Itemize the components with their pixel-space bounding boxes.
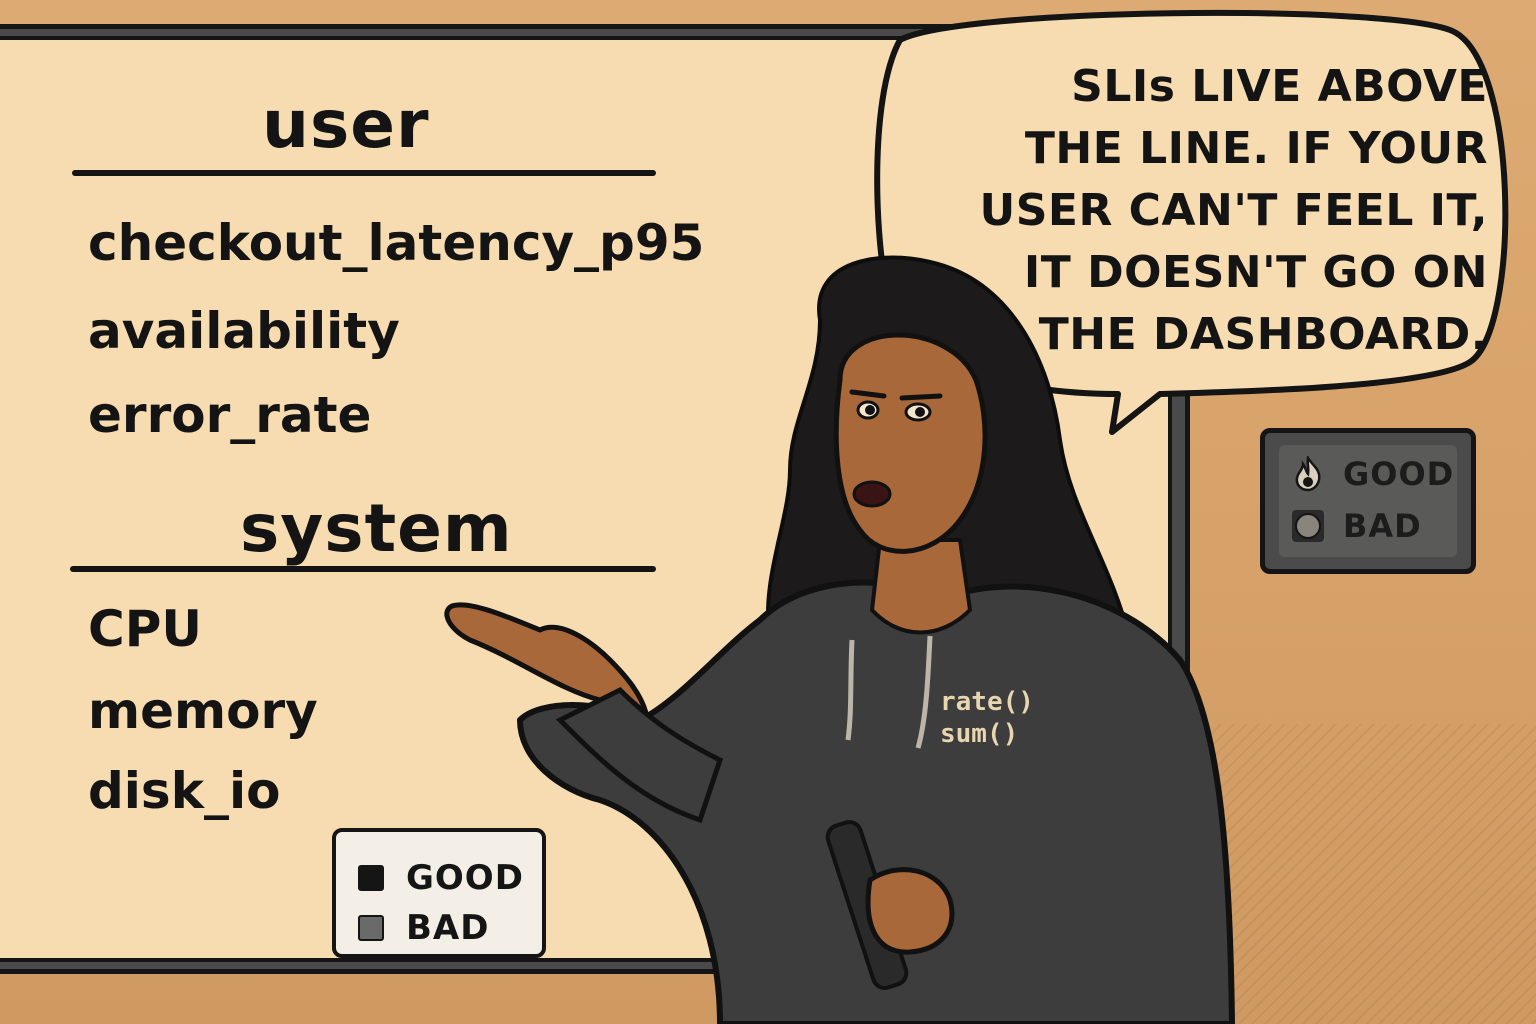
user-metric-2: availability [88, 302, 400, 360]
pointing-arm [444, 602, 651, 763]
wall-legend: GOOD BAD [1260, 428, 1476, 574]
legend-label-good: GOOD [406, 858, 524, 898]
user-divider [72, 170, 656, 176]
system-metric-2: memory [88, 682, 318, 740]
board-legend: GOOD BAD [332, 828, 546, 958]
hoodie-line-2: sum() [940, 719, 1019, 749]
system-heading: system [240, 490, 513, 567]
speech-bubble-text: SLIs LIVE ABOVE THE LINE. IF YOUR USER C… [908, 56, 1488, 366]
wall-legend-item-good: GOOD [1291, 455, 1454, 493]
user-metric-1: checkout_latency_p95 [88, 214, 705, 272]
bubble-line-1: SLIs LIVE ABOVE [1071, 61, 1488, 112]
wall-legend-label-good: GOOD [1343, 455, 1455, 493]
circle-icon [1292, 510, 1324, 542]
face [833, 332, 988, 554]
legend-item-good: GOOD [358, 858, 524, 898]
system-metric-3: disk_io [88, 762, 281, 820]
wall-legend-item-bad: BAD [1291, 507, 1422, 545]
hoodie-print: rate() sum() [940, 686, 1034, 750]
flame-icon [1295, 456, 1321, 492]
user-metric-3: error_rate [88, 386, 372, 444]
good-swatch [358, 865, 384, 891]
bad-swatch [358, 915, 384, 941]
bubble-line-4: IT DOESN'T GO ON [1023, 247, 1488, 298]
holding-hand [865, 867, 955, 955]
bubble-line-3: USER CAN'T FEEL IT, [979, 185, 1488, 236]
bubble-line-5: THE DASHBOARD. [1038, 309, 1488, 360]
legend-label-bad: BAD [406, 908, 490, 948]
system-divider [70, 566, 656, 572]
system-metric-1: CPU [88, 600, 202, 658]
hoodie-line-1: rate() [940, 687, 1034, 717]
wall-legend-label-bad: BAD [1343, 507, 1422, 545]
legend-item-bad: BAD [358, 908, 489, 948]
user-heading: user [262, 86, 430, 163]
bubble-line-2: THE LINE. IF YOUR [1024, 123, 1488, 174]
